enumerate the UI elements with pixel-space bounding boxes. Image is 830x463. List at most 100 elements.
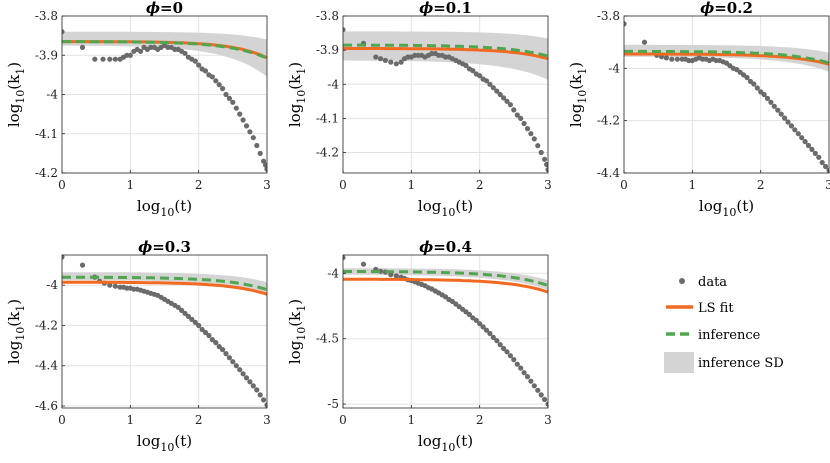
data-point [521, 370, 527, 376]
y-axis-label: log10(k1) [567, 62, 589, 127]
data-point [398, 59, 404, 65]
data-point [535, 143, 541, 149]
data-point [254, 387, 260, 393]
data-point [504, 98, 510, 104]
axes-frame [342, 15, 549, 174]
data-point [490, 334, 496, 340]
data-point [112, 283, 118, 289]
inference-sd-band [343, 268, 548, 290]
y-tick-label: -4 [46, 88, 58, 102]
data-point [79, 44, 86, 51]
data-point [507, 353, 513, 359]
data-point [497, 342, 503, 348]
data-point [538, 392, 544, 398]
data-point [669, 56, 675, 62]
data-point [247, 129, 253, 135]
axes-frame [342, 254, 549, 409]
data-point [674, 56, 680, 62]
x-tick-label: 1 [127, 413, 135, 427]
y-axis-label: log10(k1) [5, 62, 27, 127]
x-tick-label: 3 [263, 413, 271, 427]
x-axis-label: log10(t) [137, 432, 192, 454]
data-point [230, 99, 236, 105]
data-point [501, 345, 507, 352]
data-point [226, 95, 232, 101]
data-point [538, 149, 544, 156]
data-point [524, 374, 531, 380]
data-point [477, 321, 483, 327]
x-tick-label: 2 [195, 178, 203, 192]
plot-content [624, 21, 829, 173]
data-point [521, 120, 527, 127]
plot-area [624, 16, 829, 173]
data-point [240, 117, 246, 123]
data-point [223, 91, 229, 98]
data-point [477, 73, 483, 79]
data-point [216, 344, 222, 350]
y-tick-label: -5 [327, 397, 339, 411]
x-tick-label: 0 [58, 413, 66, 427]
data-point [196, 322, 202, 329]
data-point [531, 136, 537, 142]
inference-line [343, 43, 548, 58]
data-point [247, 379, 253, 385]
data-point [264, 166, 267, 172]
data-point [250, 383, 256, 389]
data-point [545, 401, 548, 407]
inference-line [624, 49, 829, 65]
axes-frame [623, 15, 830, 174]
y-axis-label: log10(k1) [5, 299, 27, 364]
data-point [233, 105, 239, 111]
data-point [257, 392, 263, 398]
data-point [751, 81, 757, 87]
data-point [528, 378, 534, 384]
y-tick-label: -4.1 [35, 127, 58, 141]
data-point [799, 135, 805, 141]
data-point [175, 304, 181, 310]
x-tick-label: 1 [408, 178, 416, 192]
x-tick-label: 2 [757, 178, 765, 192]
y-axis-label: log10(k1) [286, 299, 308, 364]
y-tick-label: -3.8 [316, 9, 339, 23]
y-tick-label: -4.2 [35, 166, 58, 180]
data-point [663, 55, 670, 61]
data-point [196, 62, 202, 68]
data-point [257, 150, 263, 156]
data-point [138, 48, 144, 54]
y-tick-label: -4 [608, 61, 620, 75]
data-point [202, 329, 209, 336]
data-point [775, 107, 781, 113]
data-point [792, 127, 798, 133]
data-point [483, 327, 490, 333]
data-point [487, 81, 493, 87]
data-point [199, 326, 205, 333]
data-point [524, 126, 531, 132]
ls-fit-line [624, 52, 829, 66]
y-tick-label: -4.2 [35, 318, 58, 332]
x-axis-label: log10(t) [137, 197, 192, 219]
data-point [127, 52, 133, 58]
panel-title: ϕ=0.1 [419, 0, 472, 17]
data-point [771, 103, 777, 109]
data-point [343, 255, 346, 261]
x-tick-label: 3 [544, 178, 552, 192]
data-point [826, 167, 829, 173]
data-point [388, 59, 394, 65]
data-point [514, 361, 520, 367]
data-point [107, 56, 113, 62]
inference-sd-band [62, 272, 267, 294]
data-point [393, 273, 399, 279]
data-point [223, 351, 229, 357]
x-tick-label: 3 [825, 178, 830, 192]
data-point [185, 313, 191, 319]
data-point [382, 57, 388, 64]
data-point [182, 50, 188, 56]
data-point [473, 317, 479, 323]
data-point [483, 78, 490, 84]
x-tick-label: 0 [339, 413, 347, 427]
legend-item-inference: inference [666, 328, 761, 343]
legend-item-inference-sd: inference SD [664, 352, 784, 373]
data-point [360, 261, 367, 267]
data-point [470, 68, 476, 74]
